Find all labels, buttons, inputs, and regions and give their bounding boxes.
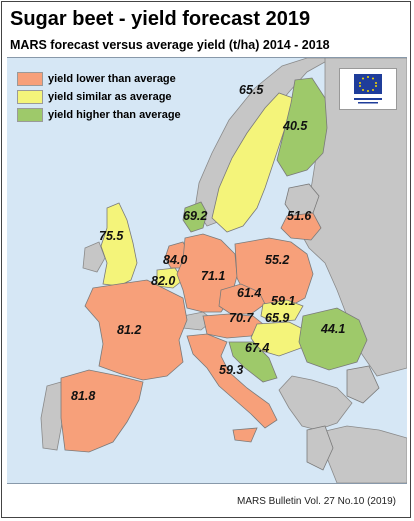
lithuania-region <box>280 212 322 241</box>
croatia-region <box>228 341 278 383</box>
lithuania-value: 51.6 <box>287 209 312 223</box>
legend-label-similar: yield similar as average <box>48 91 172 103</box>
balkans-land <box>278 375 353 431</box>
europe-map: 65.5 40.5 69.2 51.6 75.5 84.0 82.0 71.1 … <box>7 58 407 483</box>
legend-item-lower: yield lower than average <box>17 70 181 88</box>
spain-value: 81.8 <box>71 389 95 403</box>
france-region <box>84 279 188 381</box>
sicily-region <box>232 427 258 443</box>
greece-region <box>306 425 334 471</box>
belgium-value: 82.0 <box>151 274 175 288</box>
austria-value: 70.7 <box>229 311 254 325</box>
czechia-value: 61.4 <box>237 286 261 300</box>
netherlands-value: 84.0 <box>163 253 187 267</box>
ireland-land <box>82 241 106 273</box>
croatia-value: 67.4 <box>245 341 269 355</box>
eu-flag-icon <box>354 74 382 104</box>
finland-region <box>276 77 328 177</box>
legend-label-higher: yield higher than average <box>48 109 181 121</box>
romania-region <box>298 307 368 371</box>
legend-swatch-higher <box>17 108 43 122</box>
southeast-land <box>316 425 407 483</box>
denmark-value: 69.2 <box>183 209 207 223</box>
france-value: 81.2 <box>117 323 141 337</box>
denmark-region <box>182 201 208 233</box>
sweden-value: 65.5 <box>239 83 264 97</box>
italy-value: 59.3 <box>219 363 243 377</box>
germany-value: 71.1 <box>201 269 225 283</box>
eu-countries <box>60 77 380 471</box>
finland-value: 40.5 <box>282 119 308 133</box>
european-commission-logo <box>339 68 397 110</box>
legend-label-lower: yield lower than average <box>48 73 176 85</box>
spain-region <box>60 369 144 453</box>
romania-value: 44.1 <box>320 322 345 336</box>
poland-value: 55.2 <box>265 253 289 267</box>
legend-item-similar: yield similar as average <box>17 88 181 106</box>
hungary-region <box>250 321 306 357</box>
source-citation: MARS Bulletin Vol. 27 No.10 (2019) <box>237 496 396 507</box>
map-title: Sugar beet - yield forecast 2019 <box>10 8 311 30</box>
italy-region <box>186 333 278 429</box>
belgium-region <box>156 267 184 289</box>
map-area: 65.5 40.5 69.2 51.6 75.5 84.0 82.0 71.1 … <box>7 57 407 484</box>
map-legend: yield lower than average yield similar a… <box>17 70 181 124</box>
slovakia-value: 59.1 <box>271 294 295 308</box>
slovakia-region <box>260 299 304 323</box>
bulgaria-region <box>346 365 380 404</box>
map-subtitle: MARS forecast versus average yield (t/ha… <box>10 38 330 52</box>
uk-value: 75.5 <box>99 229 124 243</box>
czechia-region <box>218 283 266 315</box>
hungary-value: 65.9 <box>265 311 289 325</box>
legend-swatch-similar <box>17 90 43 104</box>
legend-item-higher: yield higher than average <box>17 106 181 124</box>
legend-swatch-lower <box>17 72 43 86</box>
